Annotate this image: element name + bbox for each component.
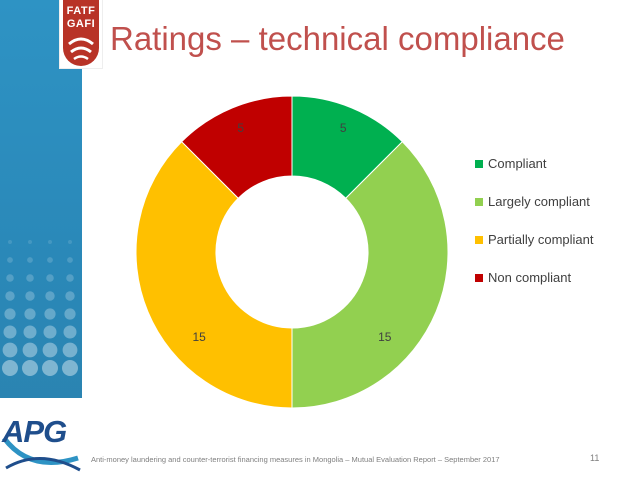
decor-dot <box>27 257 33 263</box>
legend-swatch <box>475 198 483 206</box>
fatf-gafi-logo: FATF GAFI <box>60 0 102 68</box>
decor-dot <box>64 308 76 320</box>
slide-title: Ratings – technical compliance <box>110 20 565 57</box>
decor-dot <box>2 360 18 376</box>
gafi-logo-text: GAFI <box>66 18 96 30</box>
apg-logo-swoosh <box>1 436 81 472</box>
decor-dot <box>46 274 54 282</box>
fatf-logo-swirl <box>68 37 94 61</box>
decor-dot <box>22 342 38 358</box>
data-label: 5 <box>340 121 347 135</box>
legend-label: Partially compliant <box>488 232 594 247</box>
decor-dot <box>66 274 74 282</box>
legend-swatch <box>475 160 483 168</box>
data-label: 5 <box>237 121 244 135</box>
decor-dot <box>47 257 53 263</box>
decor-dot <box>28 240 32 244</box>
decor-dot <box>8 240 12 244</box>
decor-dot <box>45 291 55 301</box>
decor-dot <box>68 240 72 244</box>
decor-dot <box>26 274 34 282</box>
decor-dot <box>63 325 77 339</box>
donut-slice-partially-compliant <box>135 140 293 409</box>
decor-dot <box>62 360 78 376</box>
data-label: 15 <box>193 330 207 344</box>
legend-label: Compliant <box>488 156 547 171</box>
legend-swatch <box>475 236 483 244</box>
apg-logo-text: APG <box>2 414 67 449</box>
decor-dot <box>44 308 56 320</box>
page-number: 11 <box>590 453 600 463</box>
decor-dot <box>67 257 73 263</box>
decor-dot <box>3 325 17 339</box>
decor-dot <box>42 342 58 358</box>
fatf-logo-text: FATF <box>66 5 96 17</box>
chart-legend: Compliant Largely compliant Partially comp… <box>475 156 594 285</box>
decor-dot <box>65 291 75 301</box>
decor-dot <box>6 274 14 282</box>
data-labels: 5 15 15 5 <box>193 121 392 344</box>
decor-dot <box>25 291 35 301</box>
decor-dot <box>2 342 18 358</box>
donut-slices <box>135 95 449 409</box>
decor-dot <box>24 308 36 320</box>
donut-chart: 5 15 15 5 Compliant Largely compliant Partial… <box>135 95 594 409</box>
footer-text: Anti-money laundering and counter-terror… <box>91 455 500 464</box>
data-label: 15 <box>378 330 392 344</box>
decor-dot <box>48 240 52 244</box>
decor-dot <box>22 360 38 376</box>
decor-dot <box>7 257 13 263</box>
donut-slice-non-compliant <box>180 95 293 199</box>
decor-dot <box>43 325 57 339</box>
decor-dot <box>4 308 16 320</box>
legend-label: Largely compliant <box>488 194 590 209</box>
decor-dot <box>62 342 78 358</box>
apg-logo: APG <box>0 398 82 479</box>
legend-swatch <box>475 274 483 282</box>
donut-slice-largely-compliant <box>291 140 449 409</box>
fatf-logo-shield: FATF GAFI <box>63 0 99 66</box>
dot-pattern <box>2 240 78 376</box>
legend-label: Non compliant <box>488 270 571 285</box>
decor-dot <box>42 360 58 376</box>
decor-dot <box>23 325 37 339</box>
decor-dot <box>5 291 15 301</box>
